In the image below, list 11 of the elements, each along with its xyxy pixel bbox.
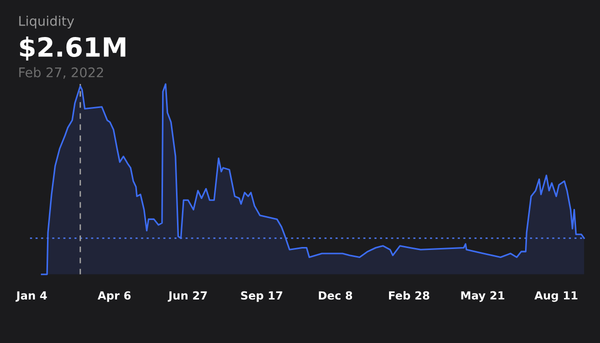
x-tick-label: Dec 8 <box>318 291 352 300</box>
x-tick-label: Apr 6 <box>98 291 131 302</box>
x-tick-label: Feb 28 <box>389 291 430 300</box>
x-tick-label: Aug 11 <box>534 291 578 302</box>
text: Feb 27, 2022 <box>19 67 103 79</box>
x-tick-label: Jun 27 <box>168 291 207 302</box>
chart-subtitle: $2.61M <box>20 36 126 60</box>
chart-title: Liquidity <box>19 16 74 28</box>
x-tick-label: May 21 <box>461 291 504 302</box>
x-tick-label: Jan 4 <box>16 291 47 302</box>
x-tick-label: Sep 17 <box>241 291 282 302</box>
